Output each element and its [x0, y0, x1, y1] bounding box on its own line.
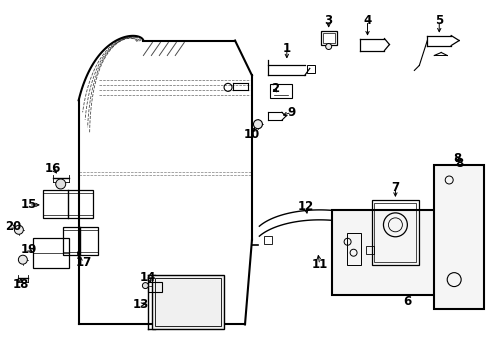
Bar [374, 203, 415, 262]
Bar [433, 165, 483, 310]
Text: 20: 20 [5, 220, 21, 233]
Text: 3: 3 [324, 14, 332, 27]
Bar [42, 190, 92, 218]
Bar [33, 238, 68, 268]
Text: 16: 16 [44, 162, 61, 175]
Text: 19: 19 [20, 243, 37, 256]
Bar [148, 282, 162, 292]
Bar [67, 193, 92, 215]
Circle shape [253, 120, 262, 129]
Bar [458, 236, 470, 262]
Text: 15: 15 [20, 198, 37, 211]
Text: 4: 4 [363, 14, 371, 27]
Bar [346, 233, 360, 265]
Bar [269, 84, 291, 98]
Bar [322, 32, 334, 42]
Bar [155, 278, 221, 327]
Circle shape [19, 255, 27, 264]
Bar [365, 246, 373, 254]
Text: 6: 6 [403, 295, 411, 308]
Bar [306, 66, 314, 73]
Text: 8: 8 [454, 157, 462, 170]
Circle shape [56, 179, 65, 189]
Text: 13: 13 [132, 298, 148, 311]
Bar [264, 236, 271, 244]
Circle shape [325, 44, 331, 50]
Text: 1: 1 [282, 42, 290, 55]
Text: 5: 5 [434, 14, 443, 27]
Bar [42, 193, 67, 215]
Bar [152, 275, 224, 329]
Text: 18: 18 [13, 278, 29, 291]
Circle shape [142, 283, 148, 289]
Bar [62, 227, 98, 255]
Bar [320, 31, 336, 45]
Bar [62, 230, 80, 252]
Text: 10: 10 [244, 128, 260, 141]
Bar [331, 210, 478, 294]
Text: 8: 8 [452, 152, 460, 165]
Text: 14: 14 [140, 271, 156, 284]
Circle shape [14, 225, 23, 234]
Text: 17: 17 [75, 256, 92, 269]
Text: 12: 12 [297, 201, 313, 213]
Bar [371, 200, 419, 265]
Text: 11: 11 [311, 258, 327, 271]
Bar [80, 230, 98, 252]
Text: 7: 7 [390, 181, 399, 194]
Text: 2: 2 [270, 82, 278, 95]
Text: 9: 9 [287, 106, 295, 119]
